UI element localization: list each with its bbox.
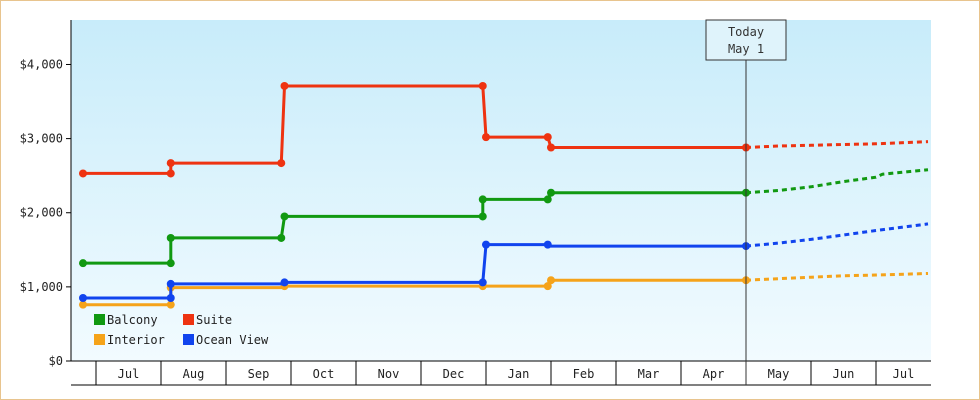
data-point: [280, 81, 289, 90]
x-tick-label: Mar: [638, 367, 660, 381]
data-point: [280, 212, 289, 221]
data-point: [166, 279, 175, 288]
x-tick-label: Apr: [703, 367, 725, 381]
data-point: [166, 159, 175, 168]
data-point: [166, 293, 175, 302]
legend-label: Ocean View: [196, 333, 269, 347]
data-point: [482, 240, 490, 249]
data-point: [166, 300, 175, 309]
data-point: [478, 212, 487, 221]
data-point: [547, 276, 555, 285]
y-tick-label: $4,000: [20, 57, 63, 71]
data-point: [478, 81, 487, 90]
series-forecast-line: [745, 140, 929, 149]
data-point: [478, 278, 487, 287]
today-label: Today: [728, 25, 764, 39]
data-point: [79, 259, 87, 268]
data-point: [79, 293, 87, 302]
data-point: [543, 240, 552, 249]
x-tick-label: Jan: [508, 367, 530, 381]
data-point: [547, 188, 555, 197]
legend-swatch: [94, 334, 105, 345]
data-point: [79, 300, 87, 309]
legend-label: Balcony: [107, 313, 158, 327]
series-line: [83, 84, 746, 175]
x-tick-label: May: [768, 367, 790, 381]
data-point: [280, 278, 289, 287]
data-point: [79, 169, 87, 178]
data-point: [543, 133, 552, 142]
series-suite: [79, 81, 929, 178]
legend-item: Balcony: [94, 313, 158, 327]
legend-item: Interior: [94, 333, 165, 347]
x-tick-label: Oct: [313, 367, 335, 381]
y-tick-label: $2,000: [20, 206, 63, 220]
series-balcony: [79, 168, 929, 268]
x-tick-label: Feb: [573, 367, 595, 381]
x-tick-label: Aug: [183, 367, 205, 381]
legend-swatch: [183, 314, 194, 325]
legend-item: Suite: [183, 313, 232, 327]
y-tick-label: $3,000: [20, 132, 63, 146]
data-point: [543, 195, 552, 204]
x-tick-label: Jul: [893, 367, 915, 381]
series-forecast-line: [745, 272, 929, 282]
legend-label: Suite: [196, 313, 232, 327]
x-tick-label: Sep: [248, 367, 270, 381]
legend-swatch: [94, 314, 105, 325]
data-point: [166, 233, 175, 242]
data-point: [277, 159, 286, 168]
series-forecast-line: [745, 222, 929, 248]
series-forecast-line: [745, 168, 929, 195]
today-box: [705, 19, 787, 61]
data-point: [277, 233, 286, 242]
data-point: [478, 195, 487, 204]
plot-area: [71, 20, 931, 361]
today-date-label: May 1: [728, 42, 764, 56]
data-point: [547, 143, 555, 152]
x-tick-label: Jun: [833, 367, 855, 381]
legend-item: Ocean View: [183, 333, 269, 347]
legend-label: Interior: [107, 333, 165, 347]
data-point: [543, 282, 552, 291]
data-point: [482, 133, 490, 142]
x-tick-label: Jul: [118, 367, 140, 381]
y-tick-label: $0: [49, 354, 63, 368]
data-point: [166, 169, 175, 178]
y-tick-label: $1,000: [20, 280, 63, 294]
legend-swatch: [183, 334, 194, 345]
x-tick-label: Nov: [378, 367, 400, 381]
x-tick-label: Dec: [443, 367, 465, 381]
data-point: [166, 259, 175, 268]
